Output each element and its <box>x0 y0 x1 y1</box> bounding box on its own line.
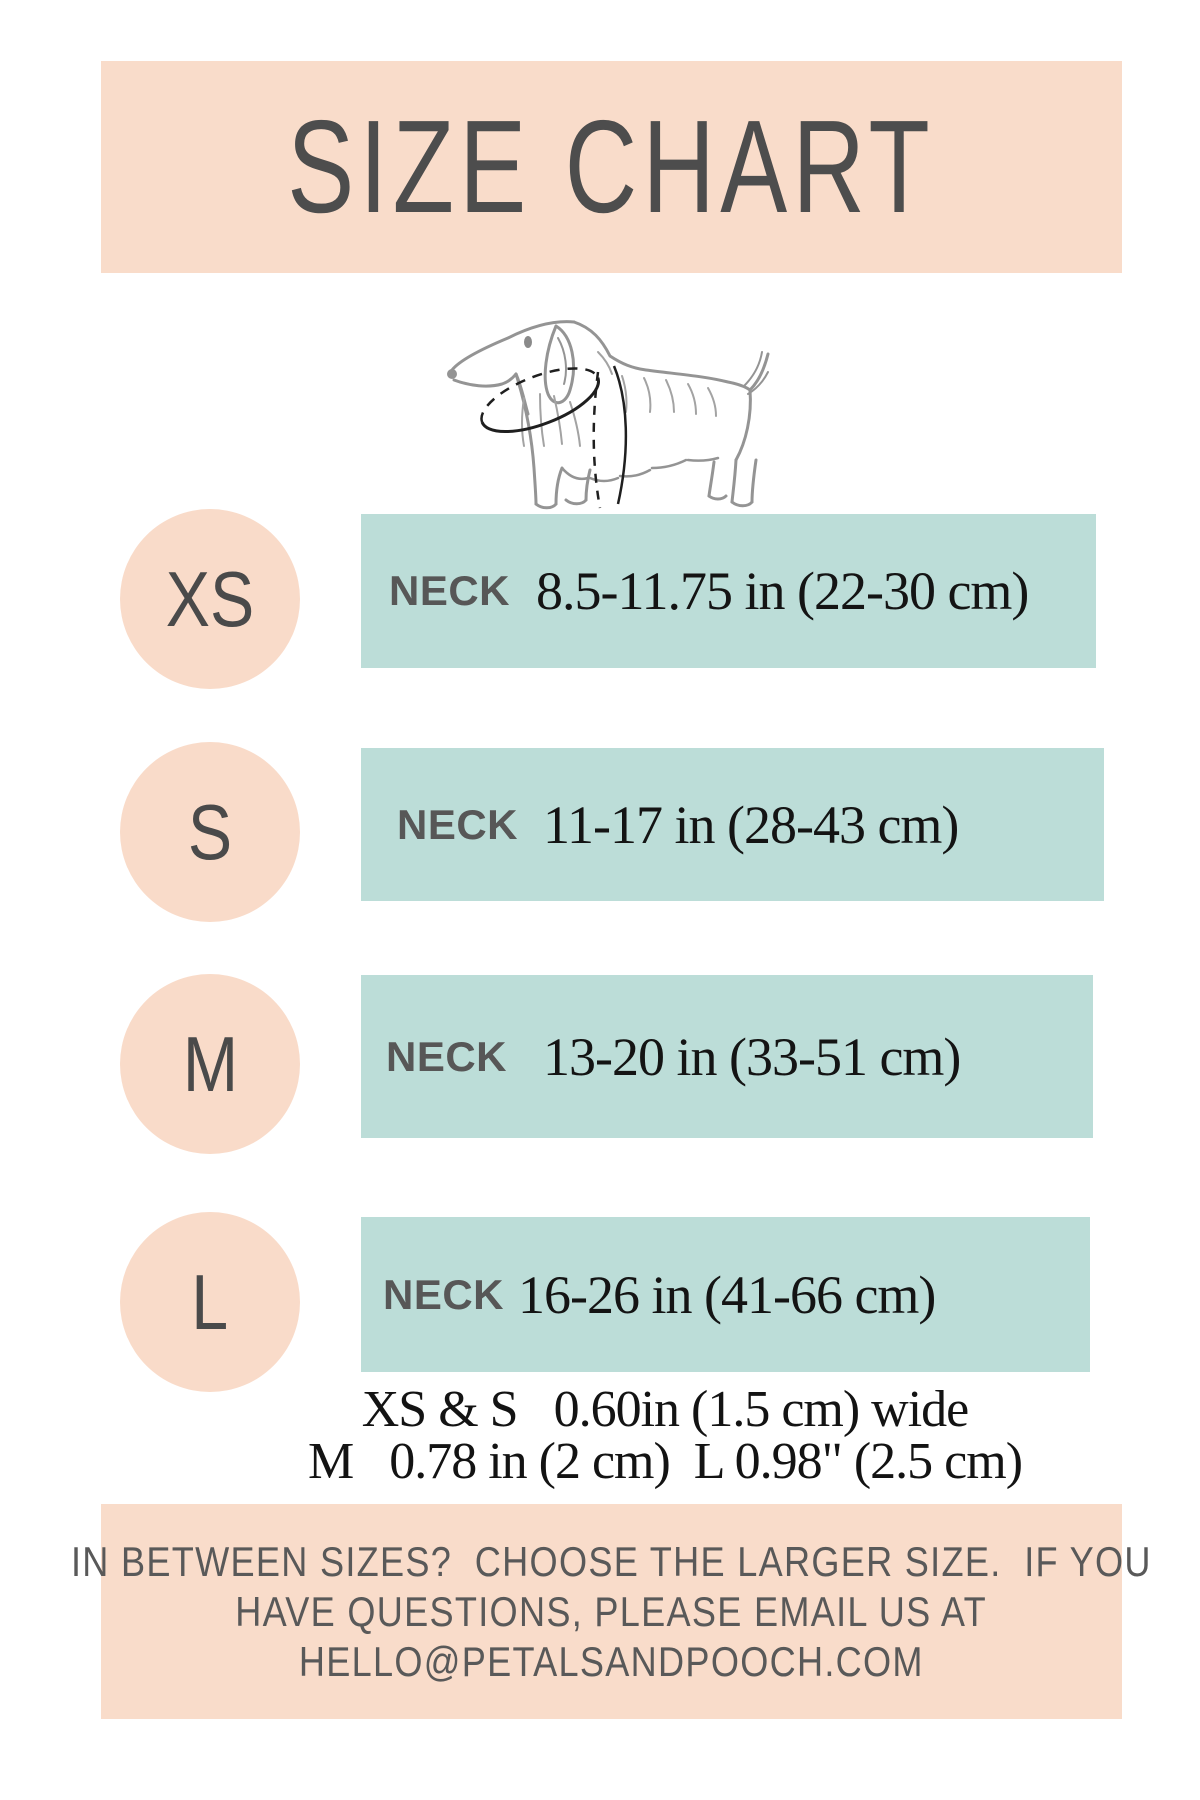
measurement-bar-s: NECK 11-17 in (28-43 cm) <box>361 748 1104 901</box>
size-badge-m: M <box>120 974 300 1154</box>
page-title: SIZE CHART <box>287 93 936 240</box>
footer-text-line-2: HAVE QUESTIONS, PLEASE EMAIL US AT <box>235 1587 988 1635</box>
size-badge-s: S <box>120 742 300 922</box>
width-note-xs-s: XS & S 0.60in (1.5 cm) wide <box>361 1381 970 1438</box>
title-banner: SIZE CHART <box>101 61 1122 273</box>
dachshund-icon <box>447 320 770 510</box>
footer-banner: IN BETWEEN SIZES? CHOOSE THE LARGER SIZE… <box>71 1504 1151 1719</box>
neck-label: NECK <box>383 1270 505 1318</box>
neck-value: 11-17 in (28-43 cm) <box>543 794 959 855</box>
neck-value: 8.5-11.75 in (22-30 cm) <box>536 561 1029 621</box>
footer-text-line-1: IN BETWEEN SIZES? CHOOSE THE LARGER SIZE… <box>71 1537 1152 1585</box>
size-letter-m: M <box>182 1020 238 1108</box>
dog-eye <box>524 336 532 348</box>
size-badge-l: L <box>120 1212 300 1392</box>
dog-nose <box>447 369 457 379</box>
neck-value: 13-20 in (33-51 cm) <box>543 1026 961 1087</box>
neck-value: 16-26 in (41-66 cm) <box>518 1264 936 1325</box>
measurement-bar-m: NECK 13-20 in (33-51 cm) <box>361 975 1093 1138</box>
size-badge-xs: XS <box>120 509 300 689</box>
measurement-bar-l: NECK 16-26 in (41-66 cm) <box>361 1217 1090 1372</box>
neck-label: NECK <box>389 567 511 614</box>
collar-width-notes: XS & S 0.60in (1.5 cm) wide M 0.78 in (2… <box>160 1384 1170 1488</box>
dog-measurement-illustration <box>436 282 772 514</box>
neck-label: NECK <box>397 800 519 848</box>
size-letter-xs: XS <box>165 555 255 643</box>
footer-email-line: HELLO@PETALSANDPOOCH.COM <box>299 1637 924 1685</box>
width-note-m-l: M 0.78 in (2 cm) L 0.98" (2.5 cm) <box>307 1433 1023 1490</box>
girth-measure-lines <box>592 365 628 509</box>
measurement-bar-xs: NECK 8.5-11.75 in (22-30 cm) <box>361 514 1096 668</box>
neck-label: NECK <box>386 1032 508 1080</box>
size-letter-l: L <box>191 1258 229 1346</box>
size-letter-s: S <box>187 788 233 876</box>
